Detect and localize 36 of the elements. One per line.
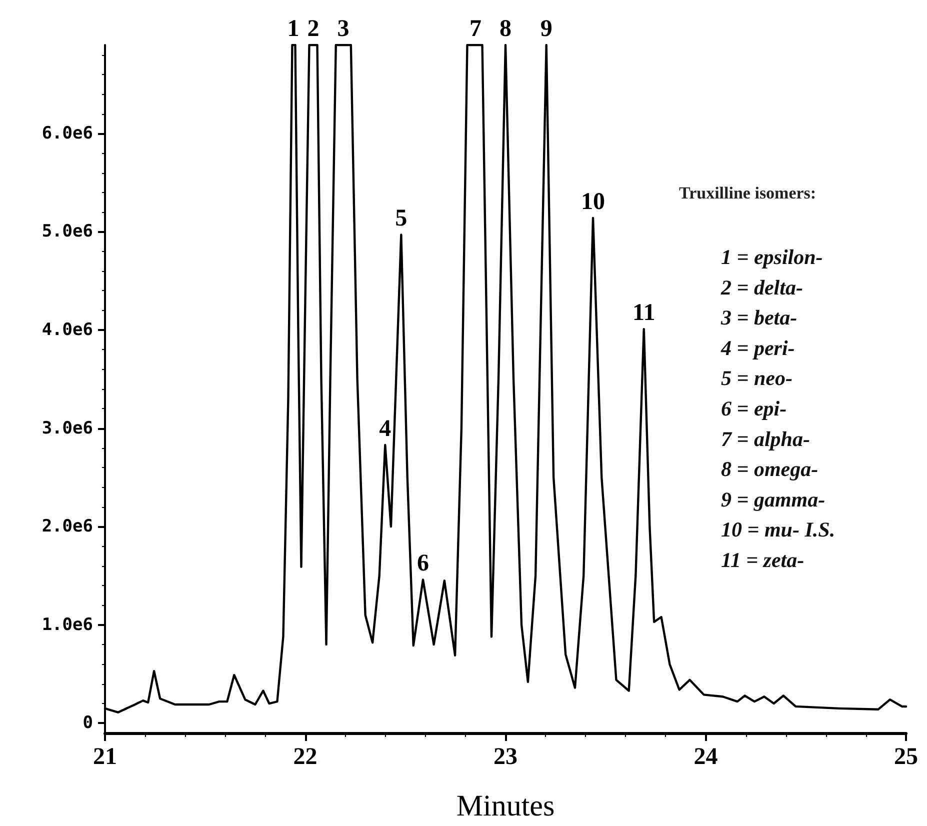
y-tick-label: 4.0e6: [42, 320, 93, 340]
x-axis-title: Minutes: [456, 790, 555, 822]
x-tick-label: 22: [293, 744, 318, 770]
annotation: 3 = beta-: [720, 306, 798, 330]
annotation: 10 = mu- I.S.: [721, 518, 836, 542]
y-tick-label: 5.0e6: [42, 222, 93, 242]
annotation: 1: [287, 16, 300, 42]
x-tick-label: 23: [494, 744, 518, 770]
annotation: 8: [500, 16, 512, 42]
annotation: 4: [379, 416, 392, 442]
y-tick-label: 6.0e6: [42, 123, 93, 144]
annotation: 11: [632, 300, 656, 326]
annotation: Truxilline isomers:: [679, 184, 816, 202]
annotation: 7 = alpha-: [721, 426, 810, 451]
annotation: 11 = zeta-: [721, 548, 804, 572]
annotation: 8 = omega-: [721, 457, 818, 482]
x-tick-label: 21: [93, 744, 117, 770]
annotation: 9 = gamma-: [721, 487, 826, 512]
y-tick-label: 2.0e6: [42, 516, 93, 537]
y-tick-label: 0: [82, 713, 93, 734]
annotation: 9: [540, 16, 552, 42]
annotation: 6 = epi-: [721, 396, 787, 420]
annotation: 2: [307, 16, 320, 42]
annotation: 4 = peri-: [720, 336, 795, 360]
annotation: 6: [416, 550, 429, 577]
annotation: 1 = epsilon-: [721, 245, 823, 269]
x-tick-label: 25: [894, 744, 918, 770]
y-tick-label: 3.0e6: [42, 418, 93, 438]
annotation: 3: [337, 16, 350, 42]
annotation: 7: [469, 16, 482, 42]
x-tick-label: 24: [694, 744, 718, 770]
annotation: 2 = delta-: [720, 275, 803, 300]
annotation: 5 = neo-: [721, 366, 792, 390]
y-tick-label: 1.0e6: [42, 614, 93, 635]
annotation: 10: [581, 188, 606, 215]
annotation: 5: [395, 206, 408, 232]
